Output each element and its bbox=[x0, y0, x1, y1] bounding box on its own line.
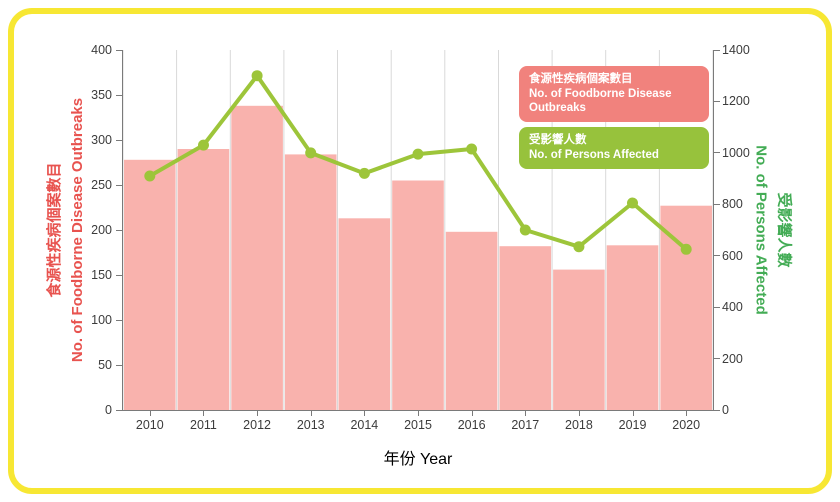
bar bbox=[177, 149, 230, 410]
tick-mark bbox=[116, 319, 122, 321]
x-tick-mark bbox=[471, 411, 473, 416]
bar bbox=[338, 218, 391, 410]
x-tick-mark bbox=[149, 411, 151, 416]
x-tick-label: 2014 bbox=[350, 418, 379, 432]
x-tick-label: 2010 bbox=[135, 418, 164, 432]
x-tick-mark bbox=[578, 411, 580, 416]
left-axis-title-zh: 食源性疾病個案數目 bbox=[45, 162, 63, 298]
left-axis-tick-labels: 400 350 300 250 200 150 100 50 0 bbox=[72, 43, 112, 417]
line-point bbox=[305, 147, 317, 159]
tick-mark bbox=[116, 274, 122, 276]
x-axis-tick-marks bbox=[122, 411, 714, 416]
x-tick-mark bbox=[418, 411, 419, 416]
line-point bbox=[251, 70, 263, 82]
tick-mark bbox=[714, 203, 720, 205]
tick-label: 50 bbox=[98, 358, 112, 372]
tick-label: 600 bbox=[722, 248, 743, 263]
bar bbox=[445, 231, 498, 410]
legend-persons: 受影響人數 No. of Persons Affected bbox=[519, 127, 709, 169]
plot-area: 食源性疾病個案數目 No. of Foodborne Disease Outbr… bbox=[122, 50, 714, 411]
tick-mark bbox=[714, 255, 720, 257]
legend: 食源性疾病個案數目 No. of Foodborne Disease Outbr… bbox=[519, 66, 709, 169]
tick-mark bbox=[714, 100, 720, 102]
bar bbox=[553, 269, 605, 410]
tick-mark bbox=[116, 139, 122, 141]
line-point bbox=[573, 241, 585, 253]
x-tick-label: 2019 bbox=[618, 418, 647, 432]
right-axis-tick-labels: 1400 1200 1000 800 600 400 200 0 bbox=[722, 43, 766, 417]
legend-outbreaks-en: No. of Foodborne Disease Outbreaks bbox=[529, 87, 672, 115]
left-axis-tick-marks bbox=[116, 49, 122, 411]
bar bbox=[660, 205, 712, 410]
x-tick-label: 2017 bbox=[511, 418, 540, 432]
bar bbox=[124, 159, 176, 410]
tick-label: 200 bbox=[722, 351, 743, 366]
line-point bbox=[466, 143, 478, 155]
x-tick-label: 2011 bbox=[190, 418, 217, 432]
x-tick-mark bbox=[686, 411, 688, 416]
tick-mark bbox=[116, 409, 122, 411]
tick-mark bbox=[116, 364, 122, 366]
tick-label: 1000 bbox=[722, 145, 750, 160]
tick-mark bbox=[116, 49, 122, 51]
bar bbox=[231, 105, 283, 410]
bar bbox=[499, 246, 552, 410]
tick-mark bbox=[714, 49, 720, 51]
x-tick-label: 2020 bbox=[672, 418, 701, 432]
tick-label: 400 bbox=[91, 43, 112, 57]
tick-label: 0 bbox=[722, 403, 729, 417]
tick-label: 150 bbox=[91, 268, 112, 282]
tick-label: 250 bbox=[91, 178, 112, 192]
x-tick-label: 2018 bbox=[565, 418, 593, 432]
line-point bbox=[519, 224, 531, 236]
legend-outbreaks: 食源性疾病個案數目 No. of Foodborne Disease Outbr… bbox=[519, 66, 709, 123]
tick-mark bbox=[714, 358, 720, 360]
tick-label: 0 bbox=[105, 403, 112, 417]
tick-label: 400 bbox=[722, 300, 743, 315]
tick-label: 200 bbox=[91, 223, 112, 237]
tick-mark bbox=[116, 184, 122, 186]
plot-svg bbox=[123, 50, 713, 410]
tick-mark bbox=[714, 152, 720, 154]
legend-outbreaks-zh: 食源性疾病個案數目 bbox=[529, 73, 633, 85]
x-tick-label: 2016 bbox=[457, 418, 486, 432]
tick-label: 1200 bbox=[722, 94, 750, 109]
x-tick-mark bbox=[203, 411, 205, 416]
x-tick-mark bbox=[257, 411, 259, 416]
line-point bbox=[680, 243, 692, 255]
x-tick-label: 2012 bbox=[243, 418, 271, 432]
legend-persons-zh: 受影響人數 bbox=[529, 134, 587, 147]
line-point bbox=[198, 139, 209, 151]
x-tick-label: 2013 bbox=[296, 418, 325, 432]
tick-mark bbox=[116, 229, 122, 231]
bar bbox=[392, 180, 444, 410]
x-axis-tick-labels: 2010 2011 2012 2013 2014 2015 2016 2017 2018 2019… bbox=[122, 418, 714, 434]
tick-label: 300 bbox=[91, 133, 112, 147]
line-point bbox=[627, 197, 638, 209]
x-tick-label: 2015 bbox=[404, 418, 432, 432]
tick-label: 800 bbox=[722, 197, 743, 212]
right-axis-tick-marks bbox=[714, 49, 720, 411]
x-tick-mark bbox=[364, 411, 366, 416]
x-tick-mark bbox=[632, 411, 634, 416]
line-point bbox=[358, 167, 370, 179]
tick-mark bbox=[714, 306, 720, 308]
right-axis-title-zh: 受影響人數 bbox=[775, 192, 793, 268]
tick-label: 350 bbox=[91, 88, 112, 102]
x-tick-mark bbox=[310, 411, 312, 416]
x-tick-mark bbox=[525, 411, 527, 416]
line-point bbox=[412, 148, 424, 160]
line-point bbox=[144, 170, 156, 182]
x-axis-label: 年份 Year bbox=[383, 451, 453, 468]
legend-persons-en: No. of Persons Affected bbox=[529, 148, 659, 161]
tick-mark bbox=[116, 94, 122, 96]
tick-mark bbox=[714, 409, 720, 411]
bar bbox=[284, 154, 337, 410]
bar bbox=[606, 245, 659, 410]
tick-label: 1400 bbox=[722, 43, 750, 57]
tick-label: 100 bbox=[91, 313, 112, 327]
